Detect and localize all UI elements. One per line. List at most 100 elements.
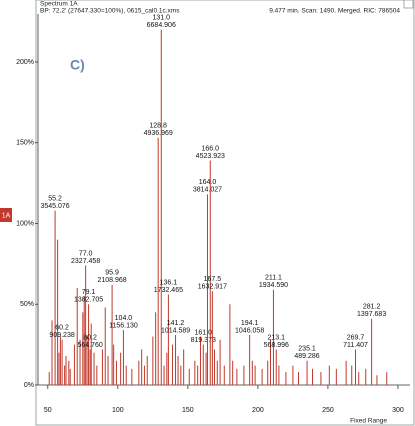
peak — [272, 289, 274, 385]
x-tick-label: 150 — [182, 407, 194, 414]
peak-intensity-label: 568.996 — [264, 342, 289, 349]
peak-mz-label: 211.1 — [265, 275, 282, 282]
peak — [107, 355, 109, 385]
peak — [194, 360, 196, 385]
peak — [249, 334, 251, 385]
peak — [125, 365, 127, 385]
peak — [278, 365, 280, 385]
peak — [141, 349, 143, 385]
peak — [155, 312, 157, 385]
y-tick-label: 0% — [24, 382, 34, 389]
peak-mz-label: 79.1 — [82, 289, 96, 296]
peak-mz-label: 235.1 — [298, 346, 316, 353]
peak-mz-label: 55.2 — [48, 195, 62, 202]
peak — [68, 360, 70, 385]
peak — [223, 365, 225, 385]
y-tick-label: 200% — [16, 59, 34, 66]
peak-intensity-label: 909.238 — [49, 332, 74, 339]
peak-intensity-label: 1632.917 — [198, 284, 227, 291]
peak — [101, 349, 103, 385]
peak — [199, 336, 201, 385]
peak — [113, 344, 115, 385]
peak — [163, 365, 165, 385]
peak-mz-label: 269.7 — [347, 334, 365, 341]
x-axis-note: Fixed Range — [350, 418, 387, 425]
x-tick-label: 300 — [392, 407, 404, 414]
peak — [320, 372, 322, 385]
peak — [88, 304, 90, 385]
peak — [261, 368, 263, 385]
peak-intensity-label: 3814.027 — [193, 187, 222, 194]
peak — [93, 352, 95, 385]
peak — [86, 336, 88, 385]
peak — [51, 320, 53, 385]
peak-intensity-label: 564.760 — [77, 342, 102, 349]
peak — [206, 194, 208, 385]
peak — [65, 355, 67, 385]
peak — [138, 360, 140, 385]
peak-mz-label: 136.1 — [160, 279, 178, 286]
peak — [85, 265, 87, 385]
peak — [306, 360, 308, 385]
window-icon[interactable] — [403, 0, 414, 9]
peak — [90, 323, 92, 385]
peak-intensity-label: 711.407 — [343, 342, 368, 349]
peak — [183, 349, 185, 385]
peak — [355, 349, 357, 385]
peak — [216, 360, 218, 385]
peak — [143, 365, 145, 385]
peak-intensity-label: 1014.589 — [161, 327, 190, 334]
peak — [254, 365, 256, 385]
peak — [57, 239, 59, 385]
peak — [69, 368, 71, 385]
peak — [202, 344, 204, 385]
peak — [146, 355, 148, 385]
peak — [270, 339, 271, 385]
x-tick-label: 100 — [112, 407, 124, 414]
peak-mz-label: 166.0 — [202, 145, 220, 152]
peak — [131, 368, 133, 385]
peak-mz-label: 95.9 — [105, 270, 119, 277]
peak — [115, 360, 117, 385]
peak — [328, 365, 330, 385]
peak — [48, 372, 50, 385]
peak-intensity-label: 2108.968 — [97, 277, 126, 284]
peak — [157, 137, 159, 385]
peak — [358, 372, 360, 385]
y-tick-label: 100% — [16, 220, 34, 227]
peak-intensity-label: 4936.969 — [144, 130, 173, 137]
peak-intensity-label: 819.373 — [191, 337, 216, 344]
peak — [58, 352, 60, 385]
peak — [160, 29, 162, 386]
peak — [96, 365, 98, 385]
peak-intensity-label: 1046.058 — [235, 327, 264, 334]
subtitle: BP: 72.2' (27647.330=100%), 0615_cal0.1c… — [40, 8, 180, 15]
y-tick-label: 50% — [20, 301, 34, 308]
peak — [298, 372, 300, 385]
peak — [180, 365, 182, 385]
peak — [285, 372, 287, 385]
peak — [83, 296, 85, 385]
peak-mz-label: 104.0 — [115, 315, 133, 322]
peak — [188, 368, 190, 385]
peak-intensity-label: 1934.590 — [259, 282, 288, 289]
peak — [111, 284, 113, 385]
peak — [365, 368, 367, 385]
peak — [197, 365, 199, 385]
peak — [243, 365, 245, 385]
frame — [35, 0, 415, 426]
peak — [76, 288, 78, 385]
peak-mz-label: 167.5 — [204, 276, 222, 283]
peak — [166, 352, 168, 385]
peak-intensity-label: 1732.465 — [154, 287, 183, 294]
peak-mz-label: 161.0 — [195, 329, 213, 336]
peak — [89, 349, 91, 385]
peak — [209, 160, 211, 385]
peak — [104, 307, 106, 385]
peak-mz-label: 77.0 — [79, 250, 93, 257]
peak — [82, 312, 84, 385]
peak — [351, 365, 353, 385]
peak — [219, 339, 221, 385]
peak-intensity-label: 1397.683 — [357, 311, 386, 318]
